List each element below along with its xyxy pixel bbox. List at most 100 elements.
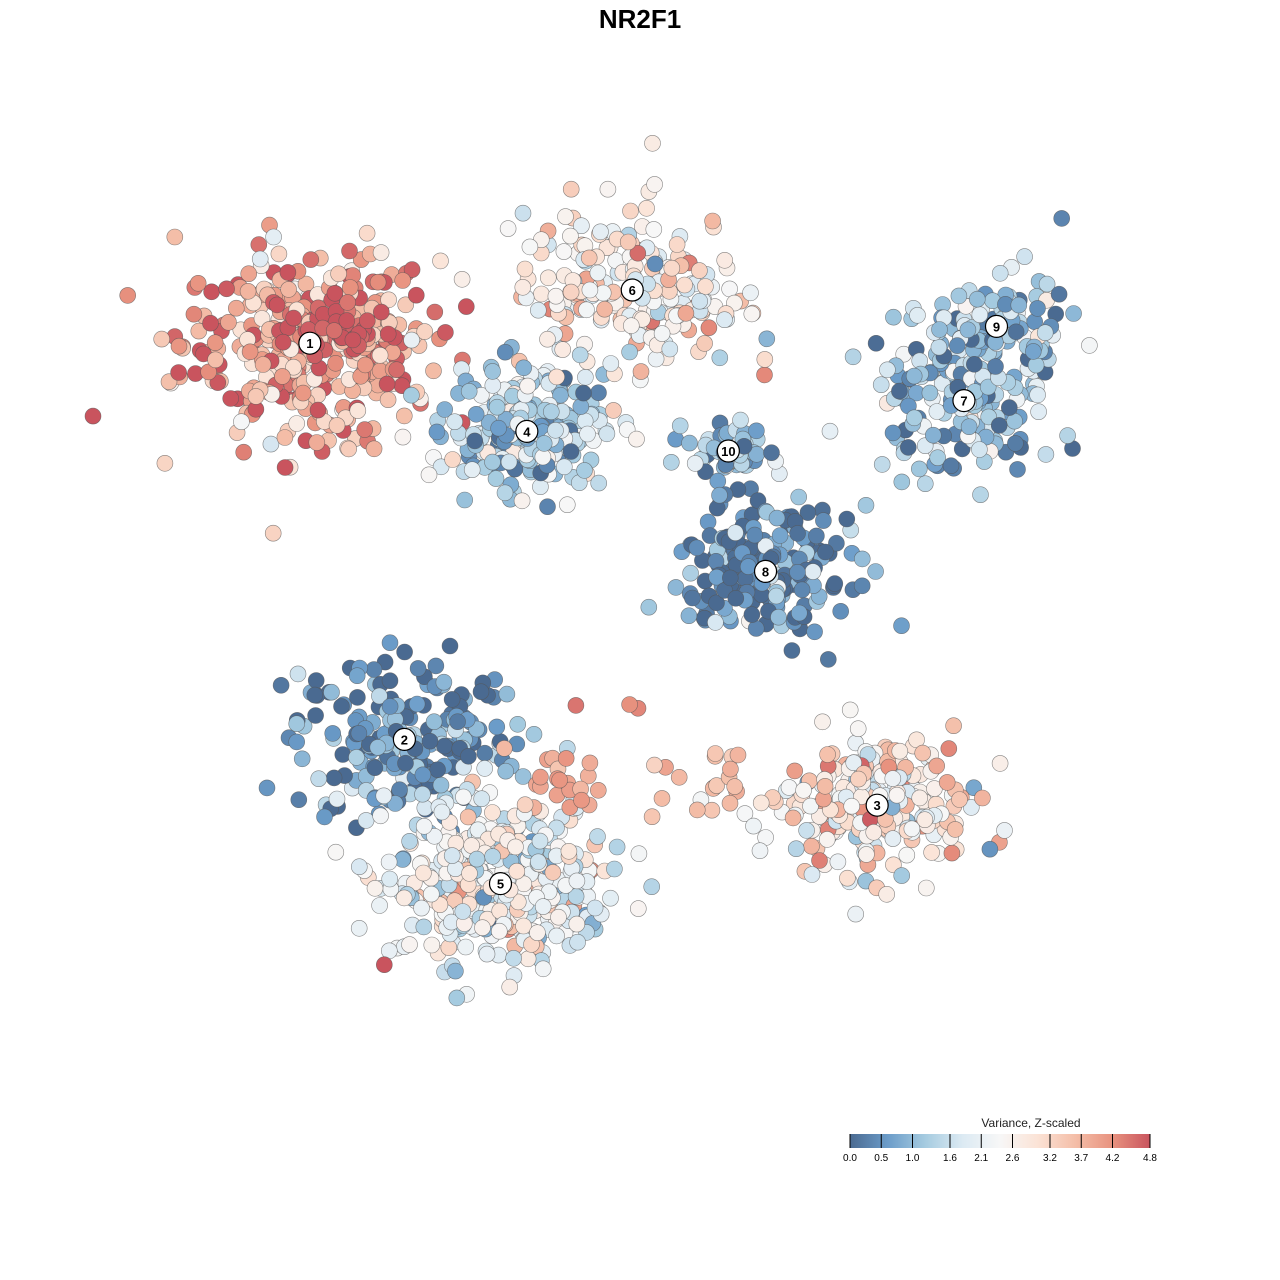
cell-point — [220, 313, 237, 331]
cell-point — [84, 407, 102, 425]
cell-point — [309, 401, 327, 419]
cell-point — [1050, 285, 1068, 303]
cell-point — [395, 889, 413, 907]
cell-point — [806, 623, 823, 641]
cell-point — [235, 443, 252, 461]
cell-point — [867, 334, 885, 352]
cell-point — [1029, 300, 1046, 317]
cluster-label-text: 10 — [721, 444, 735, 459]
cell-point — [288, 715, 306, 733]
cell-point — [991, 264, 1009, 282]
cell-point — [839, 869, 856, 887]
cell-point — [629, 244, 647, 262]
cell-point — [341, 242, 358, 260]
cluster-label-badge — [984, 314, 1009, 338]
cell-point — [990, 417, 1008, 434]
cell-point — [853, 577, 871, 595]
cell-point — [381, 870, 399, 888]
cell-point — [891, 382, 908, 400]
cell-point — [747, 620, 765, 637]
cell-point — [416, 799, 434, 817]
cell-point — [433, 803, 451, 821]
cell-point — [388, 361, 405, 379]
cell-point — [1036, 324, 1054, 342]
cluster-label-badge — [392, 727, 416, 752]
cell-point — [258, 779, 276, 797]
cell-point — [663, 259, 681, 277]
cell-point — [590, 474, 608, 492]
cluster-label-badge — [515, 419, 539, 443]
cell-point — [763, 444, 780, 462]
cell-point — [608, 838, 626, 856]
cell-point — [1010, 296, 1028, 314]
cell-point — [671, 417, 689, 435]
color-legend: Variance, Z-scaled 0.0 0.5 1.0 1.6 2.1 2.6 3.2… — [843, 1116, 1157, 1164]
cell-point — [369, 739, 387, 756]
cell-point — [686, 455, 704, 472]
cell-point — [441, 637, 459, 655]
cell-point — [381, 698, 399, 715]
cell-point — [421, 732, 439, 750]
cell-point — [416, 323, 434, 340]
cluster-label-badge — [716, 439, 740, 463]
cell-point — [414, 766, 432, 784]
cell-point — [484, 848, 501, 865]
cell-point — [923, 844, 940, 861]
cell-point — [350, 919, 368, 937]
cell-point — [748, 422, 765, 440]
cell-point — [562, 180, 580, 198]
cell-point — [290, 791, 308, 809]
cell-point — [307, 707, 324, 724]
cell-point — [514, 278, 532, 296]
cell-point — [324, 725, 342, 742]
legend-tick-label: 3.7 — [1074, 1153, 1088, 1164]
cell-point — [1029, 386, 1046, 404]
cell-point — [676, 276, 693, 294]
legend-tick-label: 2.6 — [1006, 1153, 1020, 1164]
cell-point — [349, 402, 367, 419]
cell-point — [1038, 275, 1056, 293]
cell-point — [795, 781, 812, 799]
cell-point — [996, 822, 1013, 839]
cell-point — [533, 285, 550, 303]
cell-point — [544, 864, 562, 881]
cluster-label-4: 4 — [515, 419, 539, 443]
cell-point — [630, 845, 648, 863]
cell-point — [461, 865, 478, 882]
cell-point — [371, 687, 388, 705]
cell-point — [427, 657, 445, 675]
cell-point — [1007, 323, 1025, 341]
cell-point — [893, 617, 910, 635]
cell-point — [519, 377, 537, 395]
cell-point — [268, 296, 286, 314]
cell-point — [119, 287, 136, 304]
cell-point — [951, 791, 968, 808]
cell-point — [688, 801, 706, 819]
cell-point — [328, 417, 346, 434]
cell-point — [562, 443, 580, 460]
cell-point — [930, 338, 948, 356]
cell-point — [365, 661, 383, 678]
cell-point — [436, 737, 453, 755]
cell-point — [490, 419, 507, 437]
cell-point — [379, 391, 397, 409]
cell-point — [218, 280, 235, 298]
cell-point — [602, 889, 619, 907]
cell-point — [366, 879, 384, 897]
cell-point — [325, 322, 343, 339]
cell-point — [348, 749, 365, 766]
cell-point — [432, 776, 450, 794]
cell-point — [562, 283, 580, 301]
cell-point — [971, 441, 988, 458]
cell-point — [358, 312, 376, 330]
cell-point — [1081, 337, 1098, 354]
cell-point — [408, 695, 426, 713]
cell-point — [899, 439, 917, 456]
cell-point — [356, 356, 374, 374]
cell-point — [619, 233, 637, 251]
cell-point — [644, 135, 661, 152]
cell-point — [327, 354, 344, 372]
cell-point — [829, 853, 847, 871]
cell-point — [1030, 403, 1047, 421]
cell-point — [473, 790, 491, 808]
